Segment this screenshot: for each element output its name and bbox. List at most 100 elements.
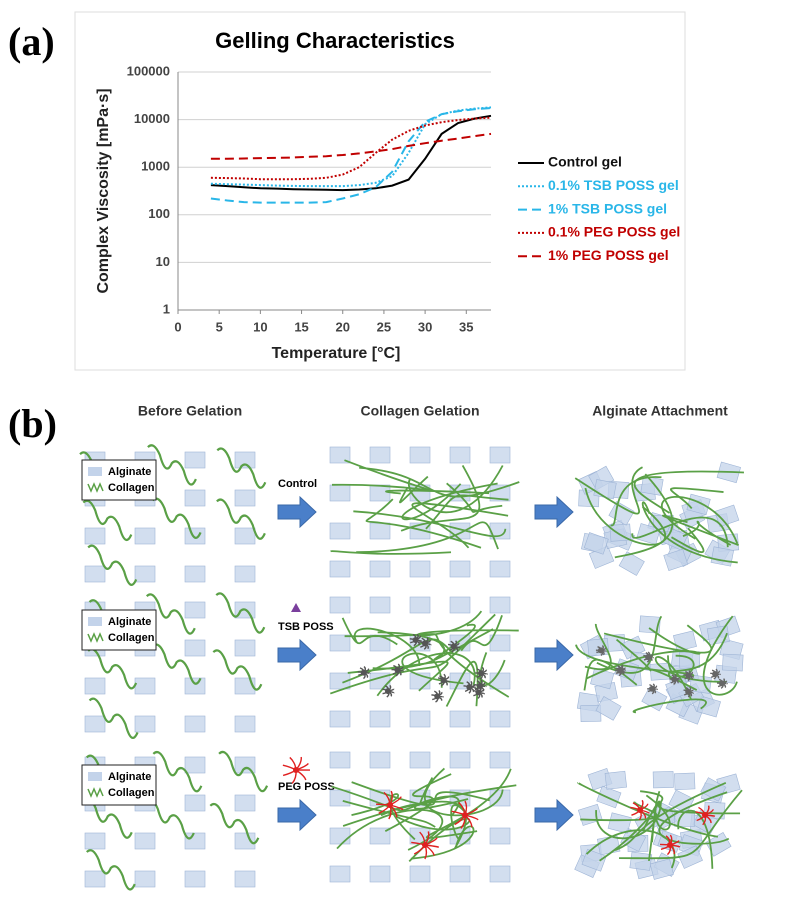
alginate <box>329 751 351 769</box>
collagen-fiber <box>401 652 464 688</box>
alginate <box>369 751 391 769</box>
alginate <box>369 522 391 540</box>
legend-label: 1% TSB POSS gel <box>548 200 667 216</box>
series-line <box>210 116 492 181</box>
alginate <box>184 794 206 812</box>
alginate <box>489 560 511 578</box>
collagen-fiber <box>450 804 469 841</box>
alginate <box>184 527 206 545</box>
alginate <box>184 601 206 619</box>
alginate <box>184 756 206 774</box>
alginate <box>489 865 511 883</box>
alginate <box>449 596 471 614</box>
alginate <box>234 451 256 469</box>
collagen-fiber <box>614 781 727 852</box>
alginate <box>234 639 256 657</box>
column-header: Alginate Attachment <box>592 403 728 419</box>
collagen-fiber <box>351 793 416 841</box>
legend-label: Collagen <box>108 632 155 644</box>
alginate <box>369 710 391 728</box>
alginate <box>489 446 511 464</box>
collagen-fiber <box>668 632 728 681</box>
panel-label: (a) <box>8 19 55 64</box>
arrow-label: Control <box>278 478 317 490</box>
arrow <box>277 798 317 832</box>
arrow <box>534 798 574 832</box>
column-header: Before Gelation <box>138 403 242 419</box>
collagen-fiber <box>344 633 510 698</box>
legend-swatch <box>87 787 104 798</box>
crosslinker-core <box>466 684 473 691</box>
legend-box <box>81 459 157 501</box>
alginate <box>489 596 511 614</box>
alginate <box>184 451 206 469</box>
legend-label: 0.1% PEG POSS gel <box>548 224 680 240</box>
tsb-icon <box>291 603 301 612</box>
collagen-fiber <box>702 615 738 696</box>
collagen-fiber <box>331 459 431 492</box>
alginate <box>677 845 703 869</box>
alginate <box>409 596 431 614</box>
collagen-fiber <box>401 482 498 521</box>
crosslinker-core <box>597 647 604 654</box>
alginate <box>329 484 351 502</box>
x-tick-label: 0 <box>174 319 181 334</box>
collagen-fiber <box>677 809 714 869</box>
alginate <box>84 677 106 695</box>
alginate <box>234 565 256 583</box>
alginate <box>184 489 206 507</box>
collagen-fiber <box>359 466 520 498</box>
crosslinker-core <box>475 689 482 696</box>
alginate <box>369 596 391 614</box>
collagen-fiber <box>595 801 662 840</box>
crosslinker-core <box>617 666 624 673</box>
collagen-fiber <box>376 652 476 697</box>
collagen-fiber <box>662 514 739 546</box>
arrow-label: TSB POSS <box>278 621 334 633</box>
alginate <box>608 501 635 526</box>
crosslinker-core <box>462 812 468 818</box>
alginate <box>184 565 206 583</box>
collagen-fiber <box>584 623 612 671</box>
collagen <box>145 593 196 635</box>
collagen <box>152 751 203 793</box>
collagen-fiber <box>336 809 444 851</box>
collagen-fiber <box>396 815 471 862</box>
series-line <box>210 114 492 192</box>
arrow <box>277 638 317 672</box>
crosslinker-core <box>718 680 725 687</box>
alginate <box>409 522 431 540</box>
crosslinker-core <box>649 685 656 692</box>
collagen-fiber <box>584 487 667 546</box>
alginate <box>329 672 351 690</box>
collagen-fiber <box>353 627 421 666</box>
alginate <box>618 551 645 576</box>
crosslinker-core <box>384 688 391 695</box>
legend-label: Control gel <box>548 154 622 170</box>
alginate <box>184 715 206 733</box>
legend-label: Collagen <box>108 482 155 494</box>
collagen-fiber <box>610 476 662 527</box>
arrow <box>534 638 574 672</box>
alginate <box>593 479 617 500</box>
alginate <box>369 484 391 502</box>
collagen-fiber <box>619 789 743 860</box>
alginate <box>369 865 391 883</box>
collagen-fiber <box>574 466 643 515</box>
collagen-fiber <box>633 470 744 514</box>
alginate <box>409 710 431 728</box>
x-axis-label: Temperature [°C] <box>272 345 401 362</box>
collagen <box>151 643 202 685</box>
collagen-fiber <box>641 501 738 564</box>
collagen-fiber <box>603 624 713 654</box>
alginate <box>620 827 647 852</box>
alginate <box>722 653 744 672</box>
collagen-fiber <box>413 795 469 816</box>
alginate <box>134 832 156 850</box>
crosslinker-core <box>387 802 393 808</box>
alginate <box>409 865 431 883</box>
alginate <box>449 710 471 728</box>
alginate <box>577 803 603 826</box>
crosslinker-core <box>394 667 401 674</box>
crosslinker-core <box>637 807 643 813</box>
